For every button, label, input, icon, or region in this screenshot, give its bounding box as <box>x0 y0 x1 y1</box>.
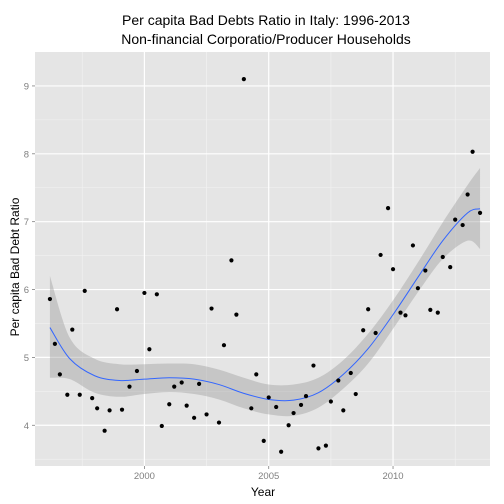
data-point <box>52 341 57 346</box>
data-point <box>196 381 202 386</box>
data-point <box>286 423 291 428</box>
confidence-band <box>49 168 481 417</box>
data-point <box>142 290 147 296</box>
data-point <box>415 286 420 291</box>
data-point <box>114 307 120 312</box>
y-tick-label: 7 <box>24 217 29 228</box>
data-point <box>90 396 95 401</box>
data-point <box>341 408 346 413</box>
data-point <box>353 391 358 397</box>
data-point <box>403 313 408 318</box>
data-point <box>470 149 475 154</box>
data-point <box>179 380 184 385</box>
data-point <box>460 222 465 228</box>
data-point <box>172 384 177 389</box>
data-point <box>316 446 321 451</box>
major-gridlines <box>35 52 490 466</box>
y-axis-title: Per capita Bad Debt Ratio <box>8 197 22 336</box>
data-point <box>385 205 391 211</box>
data-point <box>323 443 329 448</box>
data-point <box>298 402 304 408</box>
data-point <box>159 423 164 429</box>
data-point <box>147 347 152 352</box>
x-axis-title: Year <box>251 485 275 499</box>
data-point <box>134 368 140 374</box>
minor-gridlines <box>35 52 490 466</box>
data-point <box>234 312 239 317</box>
data-point <box>477 210 483 215</box>
data-points <box>47 77 483 454</box>
data-point <box>279 449 284 454</box>
data-point <box>448 265 453 270</box>
data-point <box>65 392 70 397</box>
y-axis-ticks: 4 5 6 7 8 9 <box>24 81 35 432</box>
data-point <box>192 415 197 420</box>
data-point <box>95 406 100 411</box>
data-point <box>328 399 333 404</box>
data-point <box>465 192 470 197</box>
data-point <box>184 403 189 408</box>
data-point <box>254 372 259 377</box>
data-point <box>119 407 125 412</box>
data-point <box>440 254 445 260</box>
data-point <box>435 310 440 315</box>
data-point <box>373 330 378 336</box>
data-point <box>291 410 296 416</box>
data-point <box>221 343 227 348</box>
data-point <box>154 292 159 297</box>
data-point <box>266 395 271 400</box>
data-point <box>348 370 353 376</box>
y-tick-label: 9 <box>24 81 29 92</box>
data-point <box>311 363 316 368</box>
y-tick-label: 8 <box>24 149 29 160</box>
plot-panel <box>35 52 490 466</box>
data-point <box>366 307 371 312</box>
data-point <box>398 310 403 315</box>
y-tick-label: 4 <box>24 421 29 432</box>
y-tick-label: 6 <box>24 285 29 296</box>
x-axis-ticks: 2000 2005 2010 <box>134 466 404 482</box>
data-point <box>102 428 107 433</box>
y-tick-label: 5 <box>24 353 29 364</box>
data-point <box>241 77 246 82</box>
data-point <box>453 217 458 222</box>
data-point <box>249 406 254 411</box>
chart-title-line-2: Non-financial Corporatio/Producer Househ… <box>121 31 411 47</box>
x-tick-label: 2010 <box>382 471 403 482</box>
chart-title-line-1: Per capita Bad Debts Ratio in Italy: 199… <box>122 12 410 28</box>
data-point <box>423 268 428 273</box>
data-point <box>167 402 172 407</box>
data-point <box>77 392 82 397</box>
data-point <box>82 288 87 293</box>
data-point <box>107 408 112 413</box>
data-point <box>336 378 341 383</box>
data-point <box>428 307 433 313</box>
data-point <box>378 252 383 258</box>
data-point <box>229 258 234 263</box>
data-point <box>410 243 416 248</box>
data-point <box>303 393 309 399</box>
data-point <box>209 306 214 311</box>
data-point <box>216 420 222 425</box>
x-tick-label: 2000 <box>134 471 155 482</box>
x-tick-label: 2005 <box>258 471 279 482</box>
data-point <box>361 328 366 333</box>
data-point <box>57 372 62 377</box>
data-point <box>204 412 209 417</box>
data-point <box>390 267 396 272</box>
data-point <box>47 296 53 302</box>
data-point <box>70 327 75 332</box>
data-point <box>274 404 279 410</box>
data-point <box>127 384 132 389</box>
data-point <box>261 438 266 443</box>
